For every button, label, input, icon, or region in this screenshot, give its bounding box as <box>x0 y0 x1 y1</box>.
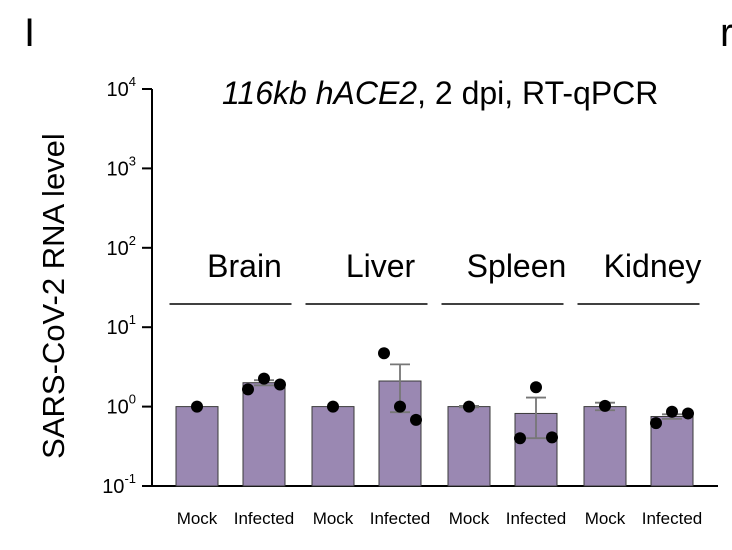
y-tick-base: 10 <box>102 476 124 498</box>
data-point <box>394 400 406 413</box>
data-point <box>410 413 422 426</box>
y-tick-label: 104 <box>107 74 136 101</box>
data-point <box>682 407 694 420</box>
y-axis-label: SARS-CoV-2 RNA level <box>36 133 71 459</box>
y-tick-label: 101 <box>107 312 136 339</box>
data-point <box>650 417 662 430</box>
group-label: Liver <box>346 248 416 284</box>
bars <box>175 380 694 487</box>
x-tick-labels: Mock Infected Mock Infected Mock Infected Mock… <box>177 509 703 528</box>
data-point <box>514 432 526 445</box>
x-tick-label: Infected <box>506 509 567 528</box>
data-point <box>378 347 390 360</box>
bar <box>583 406 627 487</box>
y-tick-base: 10 <box>107 158 129 180</box>
x-tick-label: Mock <box>449 509 490 528</box>
y-tick-exponent: 2 <box>129 233 136 248</box>
data-point <box>546 431 558 444</box>
group-label: Brain <box>207 248 282 284</box>
y-tick-base: 10 <box>107 79 129 101</box>
y-tick-exponent: 0 <box>129 392 136 407</box>
x-tick-label: Infected <box>370 509 431 528</box>
x-tick-label: Mock <box>585 509 626 528</box>
data-point <box>258 372 270 385</box>
y-tick-exponent: 3 <box>129 153 136 168</box>
y-tick-label: 100 <box>107 392 136 419</box>
panel-letter: I <box>24 11 35 55</box>
y-tick-base: 10 <box>107 397 129 419</box>
chart-title-rest: , 2 dpi, RT-qPCR <box>417 75 658 111</box>
data-point <box>599 399 611 412</box>
x-tick-label: Infected <box>642 509 703 528</box>
bar <box>242 382 286 487</box>
chart-title: 116kb hACE2, 2 dpi, RT-qPCR <box>222 75 658 111</box>
y-tick-exponent: 4 <box>129 74 136 89</box>
data-point <box>274 378 286 391</box>
bar <box>311 406 355 487</box>
x-tick-label: Mock <box>177 509 218 528</box>
chart-title-italic: 116kb hACE2 <box>222 75 417 111</box>
data-point <box>463 400 475 413</box>
data-point <box>530 381 542 394</box>
y-tick-label: 103 <box>107 153 136 180</box>
bar <box>447 406 491 487</box>
data-point <box>191 400 203 413</box>
group-label: Spleen <box>467 248 567 284</box>
bar <box>175 406 219 487</box>
y-tick-exponent: -1 <box>124 471 136 486</box>
y-tick-label: 10-1 <box>102 471 136 498</box>
panel-letter-cut: r <box>720 11 732 55</box>
y-tick-exponent: 1 <box>129 312 136 327</box>
tissue-groups: Brain Liver Spleen Kidney <box>169 248 702 305</box>
x-tick-label: Infected <box>234 509 295 528</box>
y-tick-base: 10 <box>107 238 129 260</box>
data-point <box>327 400 339 413</box>
data-point <box>242 383 254 396</box>
x-tick-label: Mock <box>313 509 354 528</box>
data-point <box>666 405 678 418</box>
data-points <box>191 347 694 445</box>
y-tick-base: 10 <box>107 317 129 339</box>
group-label: Kidney <box>604 248 702 284</box>
y-tick-label: 102 <box>107 233 136 260</box>
